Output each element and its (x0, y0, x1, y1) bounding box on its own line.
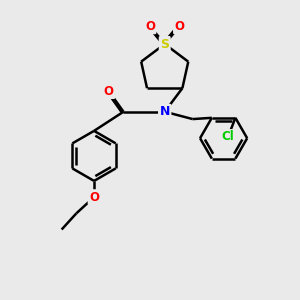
Text: O: O (174, 20, 184, 33)
Text: O: O (104, 85, 114, 98)
Text: S: S (160, 38, 169, 50)
Text: N: N (160, 105, 170, 118)
Text: O: O (145, 20, 155, 33)
Text: Cl: Cl (222, 130, 234, 143)
Text: O: O (89, 190, 99, 204)
